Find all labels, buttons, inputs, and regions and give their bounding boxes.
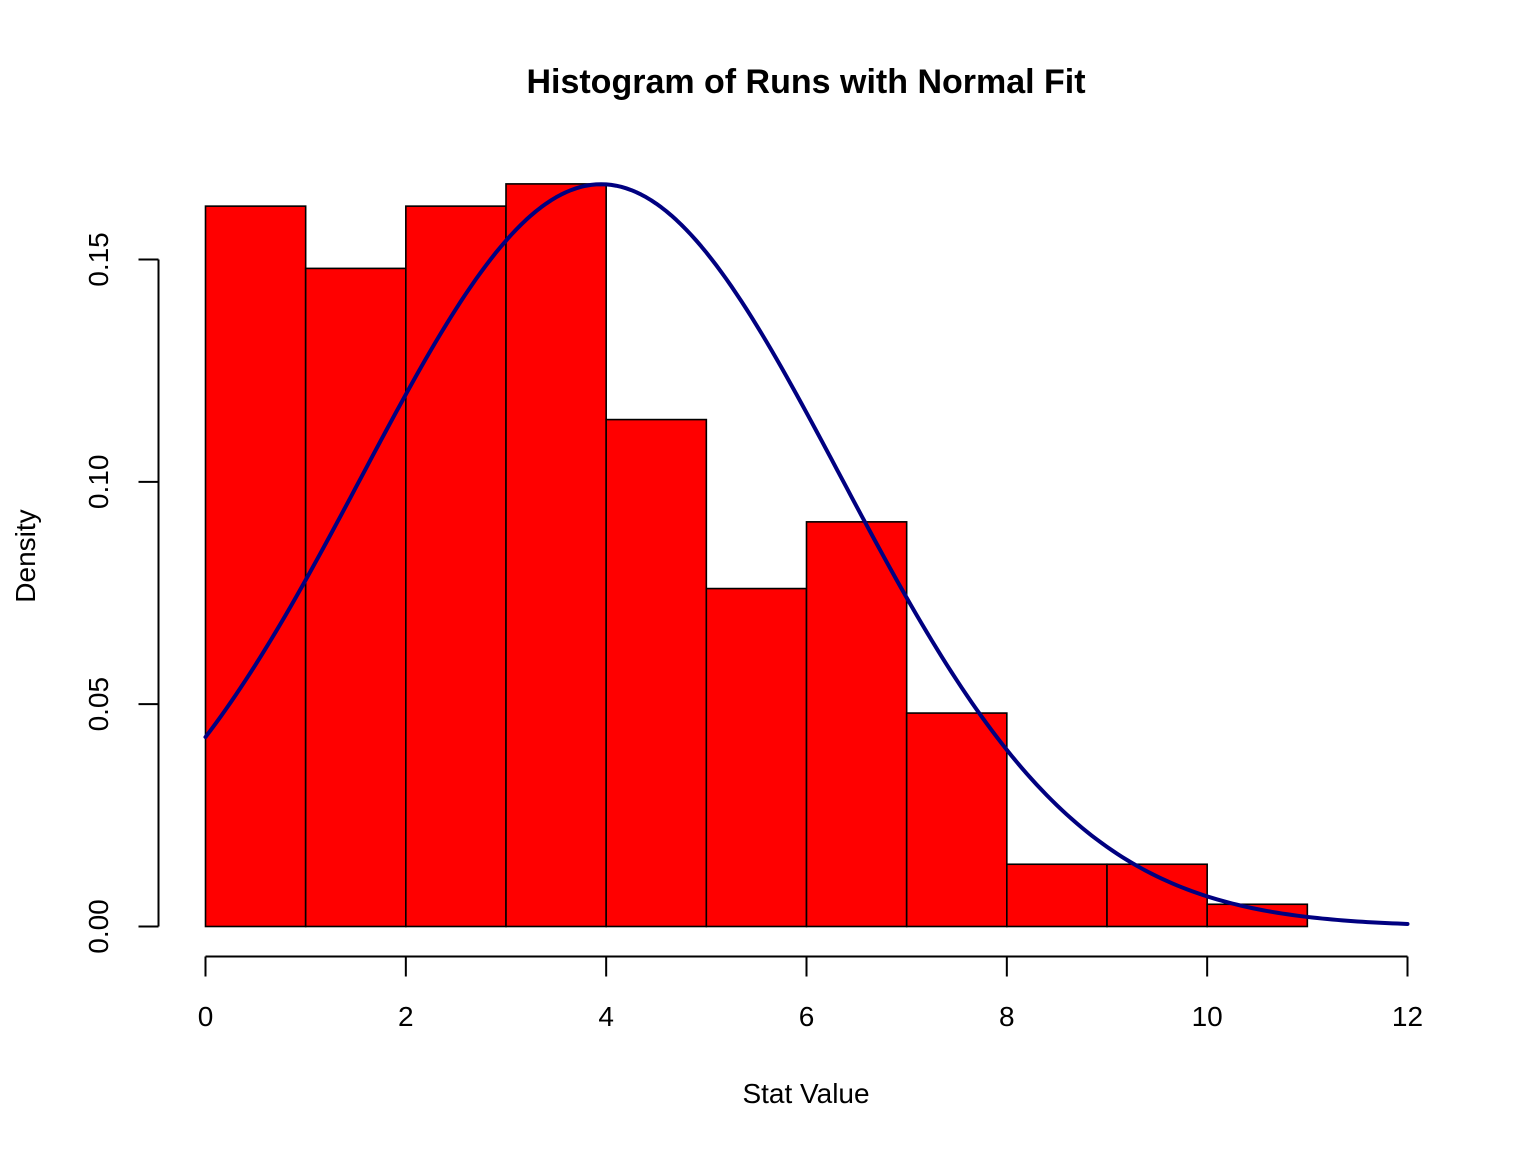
y-tick-label: 0.05 bbox=[83, 677, 114, 732]
y-tick-label: 0.15 bbox=[83, 232, 114, 287]
histogram-bar bbox=[505, 183, 607, 928]
y-tick-label: 0.00 bbox=[83, 899, 114, 954]
chart-title: Histogram of Runs with Normal Fit bbox=[526, 63, 1085, 101]
x-tick-label: 12 bbox=[1392, 1001, 1423, 1032]
histogram-bar bbox=[1006, 863, 1108, 928]
histogram-bars bbox=[204, 183, 1309, 928]
x-axis: 0 2 4 6 8 10 12 bbox=[198, 955, 1423, 1032]
histogram-bar bbox=[705, 587, 808, 928]
x-tick-label: 0 bbox=[198, 1001, 214, 1032]
y-axis: 0.00 0.05 0.10 0.15 bbox=[83, 232, 160, 954]
y-tick-label: 0.10 bbox=[83, 455, 114, 510]
normal-fit-layer bbox=[203, 182, 1410, 926]
x-tick-label: 6 bbox=[799, 1001, 815, 1032]
histogram-bar bbox=[805, 521, 908, 928]
histogram-bar bbox=[605, 418, 708, 928]
x-tick-label: 10 bbox=[1192, 1001, 1223, 1032]
normal-fit-curve bbox=[203, 182, 1410, 926]
histogram-bar bbox=[204, 205, 307, 928]
x-tick-label: 4 bbox=[598, 1001, 614, 1032]
x-tick-label: 2 bbox=[398, 1001, 414, 1032]
histogram-bar bbox=[1106, 863, 1208, 928]
x-axis-label: Stat Value bbox=[742, 1078, 869, 1109]
histogram-bar bbox=[304, 267, 407, 928]
y-axis-label: Density bbox=[10, 509, 41, 602]
x-tick-label: 8 bbox=[999, 1001, 1015, 1032]
histogram-bar bbox=[905, 712, 1008, 928]
histogram-bar bbox=[405, 205, 507, 928]
